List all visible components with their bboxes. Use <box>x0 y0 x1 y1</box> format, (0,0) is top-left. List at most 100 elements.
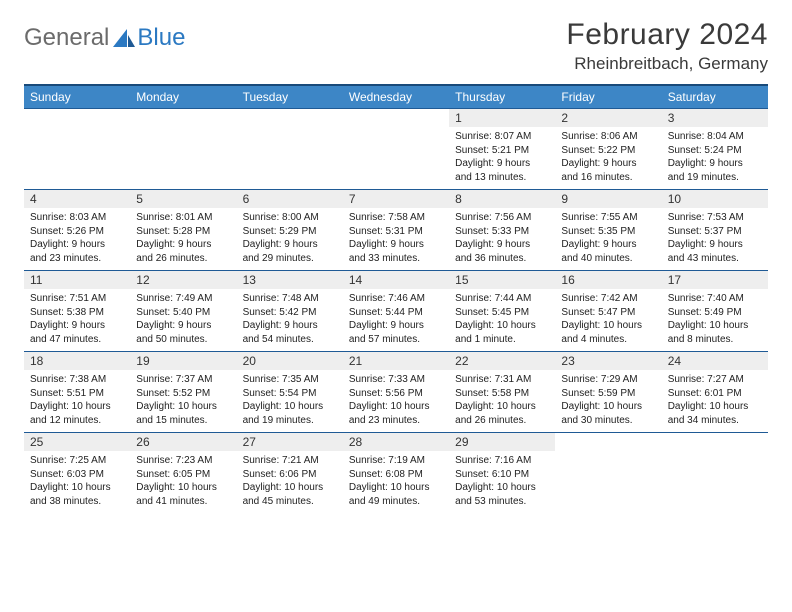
day-content: Sunrise: 7:29 AMSunset: 5:59 PMDaylight:… <box>555 370 661 431</box>
sunset-text: Sunset: 5:44 PM <box>349 306 443 320</box>
logo: General Blue <box>24 24 185 52</box>
day-number: 14 <box>343 271 449 289</box>
sunrise-text: Sunrise: 7:49 AM <box>136 292 230 306</box>
sunset-text: Sunset: 5:35 PM <box>561 225 655 239</box>
day-content: Sunrise: 7:37 AMSunset: 5:52 PMDaylight:… <box>130 370 236 431</box>
daylight-text: Daylight: 9 hours and 50 minutes. <box>136 319 230 346</box>
sunrise-text: Sunrise: 7:55 AM <box>561 211 655 225</box>
day-content: Sunrise: 7:58 AMSunset: 5:31 PMDaylight:… <box>343 208 449 269</box>
week-row: 1Sunrise: 8:07 AMSunset: 5:21 PMDaylight… <box>24 108 768 189</box>
day-cell <box>237 109 343 189</box>
day-content: Sunrise: 8:04 AMSunset: 5:24 PMDaylight:… <box>662 127 768 188</box>
sunset-text: Sunset: 5:21 PM <box>455 144 549 158</box>
sunset-text: Sunset: 5:22 PM <box>561 144 655 158</box>
week-row: 25Sunrise: 7:25 AMSunset: 6:03 PMDayligh… <box>24 432 768 513</box>
day-content: Sunrise: 7:25 AMSunset: 6:03 PMDaylight:… <box>24 451 130 512</box>
day-content: Sunrise: 7:21 AMSunset: 6:06 PMDaylight:… <box>237 451 343 512</box>
day-cell <box>130 109 236 189</box>
sunset-text: Sunset: 5:51 PM <box>30 387 124 401</box>
day-cell: 8Sunrise: 7:56 AMSunset: 5:33 PMDaylight… <box>449 190 555 270</box>
day-content: Sunrise: 7:55 AMSunset: 5:35 PMDaylight:… <box>555 208 661 269</box>
sunrise-text: Sunrise: 7:44 AM <box>455 292 549 306</box>
day-number: 9 <box>555 190 661 208</box>
day-cell: 16Sunrise: 7:42 AMSunset: 5:47 PMDayligh… <box>555 271 661 351</box>
sunrise-text: Sunrise: 7:35 AM <box>243 373 337 387</box>
daylight-text: Daylight: 10 hours and 15 minutes. <box>136 400 230 427</box>
day-number: 27 <box>237 433 343 451</box>
day-cell: 21Sunrise: 7:33 AMSunset: 5:56 PMDayligh… <box>343 352 449 432</box>
day-cell: 13Sunrise: 7:48 AMSunset: 5:42 PMDayligh… <box>237 271 343 351</box>
sunset-text: Sunset: 6:08 PM <box>349 468 443 482</box>
sunrise-text: Sunrise: 8:04 AM <box>668 130 762 144</box>
daylight-text: Daylight: 10 hours and 49 minutes. <box>349 481 443 508</box>
sunset-text: Sunset: 5:28 PM <box>136 225 230 239</box>
day-content: Sunrise: 7:35 AMSunset: 5:54 PMDaylight:… <box>237 370 343 431</box>
weekday-header: Tuesday <box>237 86 343 108</box>
day-number: 22 <box>449 352 555 370</box>
sunrise-text: Sunrise: 7:21 AM <box>243 454 337 468</box>
day-content: Sunrise: 7:38 AMSunset: 5:51 PMDaylight:… <box>24 370 130 431</box>
title-block: February 2024 Rheinbreitbach, Germany <box>566 18 768 74</box>
week-row: 11Sunrise: 7:51 AMSunset: 5:38 PMDayligh… <box>24 270 768 351</box>
day-cell: 9Sunrise: 7:55 AMSunset: 5:35 PMDaylight… <box>555 190 661 270</box>
day-cell <box>555 433 661 513</box>
day-content: Sunrise: 7:48 AMSunset: 5:42 PMDaylight:… <box>237 289 343 350</box>
daylight-text: Daylight: 9 hours and 47 minutes. <box>30 319 124 346</box>
daylight-text: Daylight: 9 hours and 33 minutes. <box>349 238 443 265</box>
weekday-header-row: Sunday Monday Tuesday Wednesday Thursday… <box>24 86 768 108</box>
day-cell: 20Sunrise: 7:35 AMSunset: 5:54 PMDayligh… <box>237 352 343 432</box>
day-cell: 18Sunrise: 7:38 AMSunset: 5:51 PMDayligh… <box>24 352 130 432</box>
weekday-header: Friday <box>555 86 661 108</box>
day-cell: 15Sunrise: 7:44 AMSunset: 5:45 PMDayligh… <box>449 271 555 351</box>
sunset-text: Sunset: 5:40 PM <box>136 306 230 320</box>
logo-sail-icon <box>113 29 135 47</box>
day-number: 19 <box>130 352 236 370</box>
daylight-text: Daylight: 9 hours and 54 minutes. <box>243 319 337 346</box>
sunrise-text: Sunrise: 8:00 AM <box>243 211 337 225</box>
sunrise-text: Sunrise: 7:29 AM <box>561 373 655 387</box>
sunset-text: Sunset: 5:45 PM <box>455 306 549 320</box>
sunrise-text: Sunrise: 8:07 AM <box>455 130 549 144</box>
daylight-text: Daylight: 9 hours and 57 minutes. <box>349 319 443 346</box>
day-cell: 27Sunrise: 7:21 AMSunset: 6:06 PMDayligh… <box>237 433 343 513</box>
daylight-text: Daylight: 10 hours and 41 minutes. <box>136 481 230 508</box>
day-number: 3 <box>662 109 768 127</box>
sunset-text: Sunset: 5:47 PM <box>561 306 655 320</box>
day-number: 8 <box>449 190 555 208</box>
daylight-text: Daylight: 10 hours and 34 minutes. <box>668 400 762 427</box>
daylight-text: Daylight: 10 hours and 12 minutes. <box>30 400 124 427</box>
day-content: Sunrise: 7:46 AMSunset: 5:44 PMDaylight:… <box>343 289 449 350</box>
sunrise-text: Sunrise: 8:01 AM <box>136 211 230 225</box>
day-cell: 12Sunrise: 7:49 AMSunset: 5:40 PMDayligh… <box>130 271 236 351</box>
day-number: 7 <box>343 190 449 208</box>
sunset-text: Sunset: 5:59 PM <box>561 387 655 401</box>
sunset-text: Sunset: 5:29 PM <box>243 225 337 239</box>
daylight-text: Daylight: 9 hours and 40 minutes. <box>561 238 655 265</box>
sunset-text: Sunset: 5:31 PM <box>349 225 443 239</box>
sunset-text: Sunset: 5:49 PM <box>668 306 762 320</box>
daylight-text: Daylight: 9 hours and 26 minutes. <box>136 238 230 265</box>
daylight-text: Daylight: 10 hours and 19 minutes. <box>243 400 337 427</box>
day-cell: 22Sunrise: 7:31 AMSunset: 5:58 PMDayligh… <box>449 352 555 432</box>
day-number: 6 <box>237 190 343 208</box>
calendar: Sunday Monday Tuesday Wednesday Thursday… <box>24 84 768 513</box>
sunrise-text: Sunrise: 7:46 AM <box>349 292 443 306</box>
day-content: Sunrise: 7:23 AMSunset: 6:05 PMDaylight:… <box>130 451 236 512</box>
sunset-text: Sunset: 6:10 PM <box>455 468 549 482</box>
day-content: Sunrise: 7:16 AMSunset: 6:10 PMDaylight:… <box>449 451 555 512</box>
sunrise-text: Sunrise: 7:19 AM <box>349 454 443 468</box>
sunrise-text: Sunrise: 7:48 AM <box>243 292 337 306</box>
day-number: 5 <box>130 190 236 208</box>
day-content: Sunrise: 7:33 AMSunset: 5:56 PMDaylight:… <box>343 370 449 431</box>
day-cell <box>24 109 130 189</box>
sunset-text: Sunset: 5:33 PM <box>455 225 549 239</box>
day-content: Sunrise: 8:07 AMSunset: 5:21 PMDaylight:… <box>449 127 555 188</box>
sunset-text: Sunset: 5:54 PM <box>243 387 337 401</box>
day-number: 11 <box>24 271 130 289</box>
day-number: 2 <box>555 109 661 127</box>
day-cell: 17Sunrise: 7:40 AMSunset: 5:49 PMDayligh… <box>662 271 768 351</box>
day-content: Sunrise: 7:42 AMSunset: 5:47 PMDaylight:… <box>555 289 661 350</box>
day-content: Sunrise: 7:53 AMSunset: 5:37 PMDaylight:… <box>662 208 768 269</box>
day-number: 20 <box>237 352 343 370</box>
day-cell: 2Sunrise: 8:06 AMSunset: 5:22 PMDaylight… <box>555 109 661 189</box>
